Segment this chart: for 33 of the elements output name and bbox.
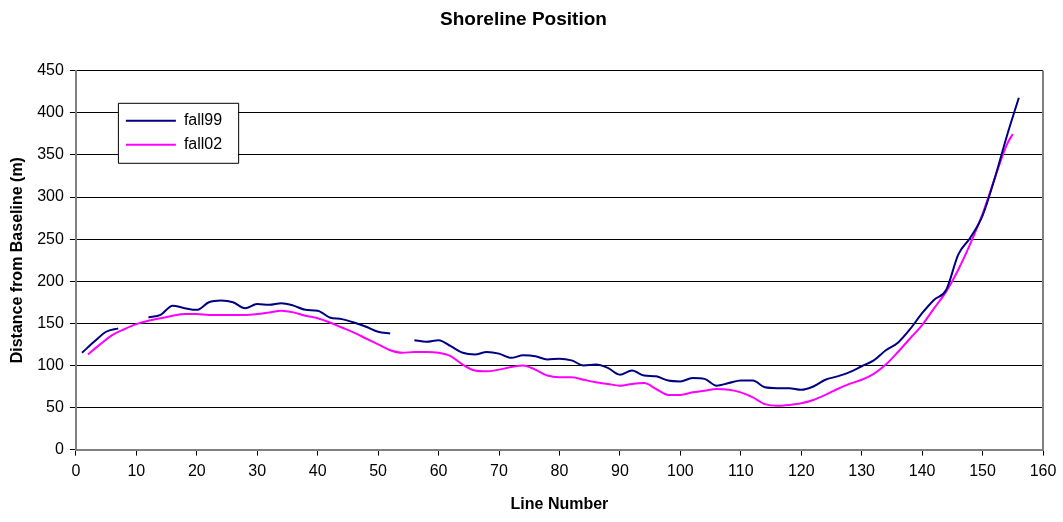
line-series: [86, 132, 1014, 407]
x-tick-label: 100: [666, 461, 694, 479]
x-tick-label: 120: [787, 461, 815, 479]
x-tick-label: 90: [610, 461, 629, 479]
legend-label: fall99: [183, 111, 223, 129]
x-tick-label: 80: [550, 461, 569, 479]
x-tick-label: 0: [71, 461, 81, 479]
x-tick-label: 150: [969, 461, 996, 479]
x-tick-label: 60: [429, 461, 448, 479]
y-tick-label: 300: [37, 187, 64, 205]
x-tick-label: 110: [728, 461, 754, 479]
y-tick-label: 200: [37, 271, 64, 289]
y-tick-label: 0: [54, 440, 64, 458]
y-tick-label: 400: [37, 103, 64, 121]
y-tick-label: 100: [37, 355, 64, 373]
x-tick-label: 140: [908, 461, 936, 479]
y-tick-label: 350: [37, 145, 64, 163]
x-tick-label: 160: [1029, 461, 1057, 479]
x-tick-label: 10: [127, 461, 146, 479]
x-tick-label: 20: [187, 461, 206, 479]
chart-title: Shoreline Position: [440, 7, 607, 29]
y-axis-title: Distance from Baseline (m): [8, 157, 26, 364]
x-tick-label: 40: [308, 461, 327, 479]
y-tick-label: 450: [37, 61, 64, 79]
y-tick-label: 150: [37, 313, 64, 331]
x-tick-label: 30: [248, 461, 267, 479]
x-tick-label: 70: [490, 461, 508, 479]
y-tick-label: 50: [46, 397, 64, 415]
x-axis-title: Line Number: [510, 494, 609, 512]
x-tick-label: 50: [369, 461, 388, 479]
y-tick-label: 250: [37, 229, 64, 247]
x-tick-label: 130: [848, 461, 876, 479]
legend-label: fall02: [183, 135, 223, 153]
